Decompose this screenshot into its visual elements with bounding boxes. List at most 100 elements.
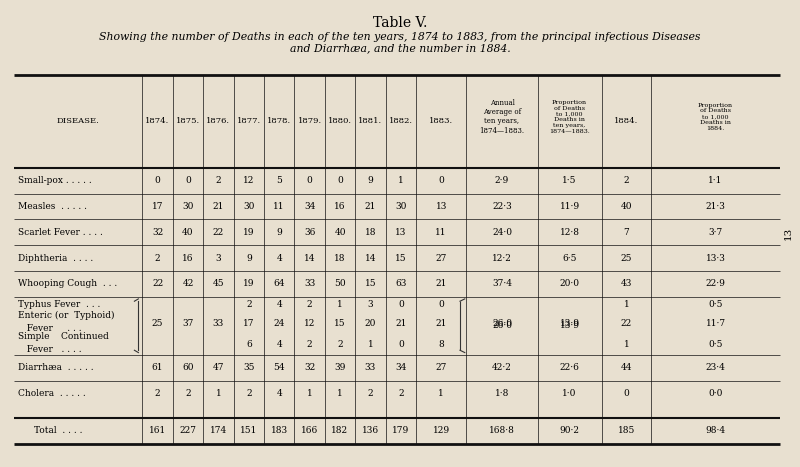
- Text: 25: 25: [621, 254, 632, 262]
- Text: 19: 19: [243, 228, 254, 237]
- Text: 45: 45: [213, 279, 224, 288]
- Text: 30: 30: [395, 202, 406, 211]
- Text: 4: 4: [276, 300, 282, 309]
- Text: 12: 12: [304, 319, 315, 328]
- Text: Diphtheria  . . . .: Diphtheria . . . .: [18, 254, 93, 262]
- Text: 17: 17: [243, 319, 254, 328]
- Text: 54: 54: [274, 363, 285, 372]
- Text: 64: 64: [274, 279, 285, 288]
- Text: 0: 0: [337, 177, 343, 185]
- Text: 27: 27: [435, 254, 447, 262]
- Text: 2: 2: [185, 389, 191, 398]
- Text: 21: 21: [435, 279, 447, 288]
- Text: 1884.: 1884.: [614, 117, 638, 126]
- Text: 0·5: 0·5: [708, 340, 723, 349]
- Text: 34: 34: [304, 202, 315, 211]
- Text: 42·2: 42·2: [492, 363, 512, 372]
- Text: 18: 18: [334, 254, 346, 262]
- Text: 27: 27: [435, 363, 447, 372]
- Text: 40: 40: [182, 228, 194, 237]
- Text: 183: 183: [270, 426, 288, 435]
- Text: 21: 21: [435, 319, 447, 328]
- Text: 11·7: 11·7: [706, 319, 726, 328]
- Text: 1882.: 1882.: [389, 117, 413, 126]
- Text: 43: 43: [621, 279, 632, 288]
- Text: 21·3: 21·3: [706, 202, 726, 211]
- Text: 30: 30: [243, 202, 254, 211]
- Text: 16: 16: [182, 254, 194, 262]
- Text: 0·5: 0·5: [708, 300, 723, 309]
- Text: 13·9: 13·9: [560, 321, 579, 330]
- Text: Fever     . . .: Fever . . .: [21, 324, 82, 333]
- Text: 1·0: 1·0: [562, 389, 577, 398]
- Text: 2: 2: [215, 177, 222, 185]
- Text: 39: 39: [334, 363, 346, 372]
- Text: 182: 182: [331, 426, 349, 435]
- Text: 168·8: 168·8: [489, 426, 515, 435]
- Text: 7: 7: [623, 228, 630, 237]
- Text: 9: 9: [246, 254, 252, 262]
- Text: 12: 12: [243, 177, 254, 185]
- Text: 14: 14: [365, 254, 376, 262]
- Text: 1·8: 1·8: [495, 389, 509, 398]
- Text: 21: 21: [365, 202, 376, 211]
- Text: Diarrhæa  . . . . .: Diarrhæa . . . . .: [18, 363, 94, 372]
- Text: 35: 35: [243, 363, 254, 372]
- Text: 11·9: 11·9: [559, 202, 580, 211]
- Text: 37·4: 37·4: [492, 279, 512, 288]
- Text: 3: 3: [215, 254, 222, 262]
- Text: 23·4: 23·4: [706, 363, 726, 372]
- Text: 15: 15: [365, 279, 376, 288]
- Text: Small-pox . . . . .: Small-pox . . . . .: [18, 177, 91, 185]
- Text: 1883.: 1883.: [429, 117, 454, 126]
- Text: 15: 15: [395, 254, 406, 262]
- Text: 5: 5: [276, 177, 282, 185]
- Text: 151: 151: [240, 426, 258, 435]
- Text: 20: 20: [365, 319, 376, 328]
- Text: 1: 1: [337, 389, 343, 398]
- Text: 227: 227: [179, 426, 197, 435]
- Text: 1875.: 1875.: [176, 117, 200, 126]
- Text: 1: 1: [215, 389, 222, 398]
- Text: 24: 24: [274, 319, 285, 328]
- Text: Typhus Fever  . . .: Typhus Fever . . .: [18, 300, 100, 309]
- Text: 21: 21: [395, 319, 406, 328]
- Text: 4: 4: [276, 389, 282, 398]
- Text: 13: 13: [435, 202, 447, 211]
- Text: 166: 166: [301, 426, 318, 435]
- Text: 0: 0: [154, 177, 161, 185]
- Text: Enteric (or  Typhoid): Enteric (or Typhoid): [18, 311, 114, 319]
- Text: 174: 174: [210, 426, 227, 435]
- Text: 1·1: 1·1: [709, 177, 722, 185]
- Text: 1: 1: [623, 340, 630, 349]
- Text: 63: 63: [395, 279, 406, 288]
- Text: 47: 47: [213, 363, 224, 372]
- Text: 22: 22: [213, 228, 224, 237]
- Text: 1: 1: [398, 177, 404, 185]
- Text: Cholera  . . . . .: Cholera . . . . .: [18, 389, 86, 398]
- Text: 136: 136: [362, 426, 379, 435]
- Text: 1880.: 1880.: [328, 117, 352, 126]
- Text: 24·0: 24·0: [492, 228, 512, 237]
- Text: 0: 0: [438, 300, 444, 309]
- Text: 6: 6: [246, 340, 252, 349]
- Text: 18: 18: [365, 228, 376, 237]
- Text: 1: 1: [337, 300, 343, 309]
- Text: 20·0: 20·0: [560, 279, 579, 288]
- Text: 0: 0: [438, 177, 444, 185]
- Text: 30: 30: [182, 202, 194, 211]
- Text: 26·0: 26·0: [492, 319, 512, 328]
- Text: 90·2: 90·2: [560, 426, 579, 435]
- Text: 44: 44: [621, 363, 632, 372]
- Text: 98·4: 98·4: [706, 426, 726, 435]
- Text: 32: 32: [152, 228, 163, 237]
- Text: 3·7: 3·7: [709, 228, 722, 237]
- Text: 13: 13: [783, 227, 793, 240]
- Text: 2: 2: [306, 340, 313, 349]
- Text: Annual
Average of
ten years,
1874—1883.: Annual Average of ten years, 1874—1883.: [479, 99, 525, 134]
- Text: 14: 14: [304, 254, 315, 262]
- Text: 13·3: 13·3: [706, 254, 726, 262]
- Text: 32: 32: [304, 363, 315, 372]
- Text: 8: 8: [438, 340, 444, 349]
- Text: 16: 16: [334, 202, 346, 211]
